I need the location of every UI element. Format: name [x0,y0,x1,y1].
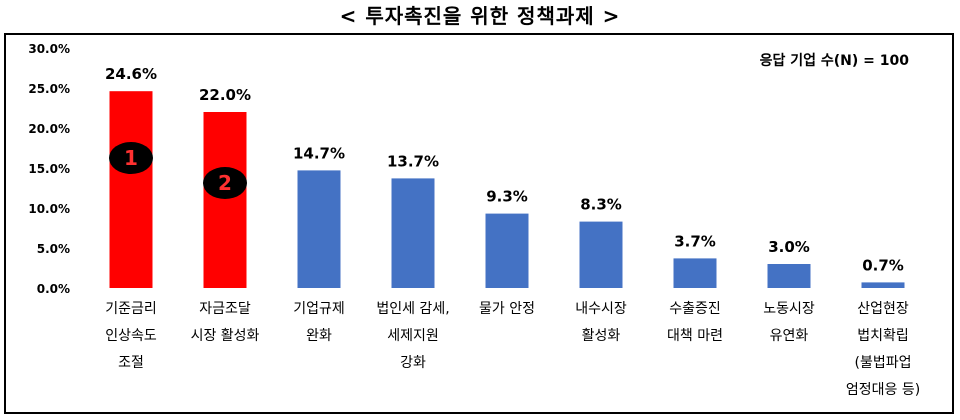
rank-marker-number: 1 [124,146,138,170]
x-category-label: 물가 안정 [479,301,535,317]
x-category-label: 자금조달 시장 활성화 [190,301,260,344]
bar-value-label: 3.7% [674,232,716,250]
y-tick-label: 30.0% [28,42,70,56]
rank-marker: 2 [203,167,247,199]
bar-value-label: 3.0% [768,238,810,256]
bar-value-label: 13.7% [387,152,439,170]
bar-value-label: 22.0% [199,86,251,104]
bar [391,178,435,288]
y-tick-label: 15.0% [28,162,70,176]
y-tick-label: 5.0% [37,242,70,256]
y-axis: 0.0% 5.0% 10.0% 15.0% 20.0% 25.0% 30.0% [28,42,70,296]
rank-marker-number: 2 [218,171,232,195]
rank-markers-group: 12 [109,142,247,199]
y-tick-label: 25.0% [28,82,70,96]
bar-value-label: 14.7% [293,144,345,162]
bar [579,221,623,288]
x-category-label: 노동시장 유연화 [763,301,815,344]
bar [485,213,529,288]
x-category-label: 기업규제 완화 [293,301,345,344]
bars-group [109,91,905,288]
rank-marker: 1 [109,142,153,174]
x-category-label: 내수시장 활성화 [575,301,627,344]
bar [203,112,247,288]
x-category-label: 법인세 감세, 세제지원 강화 [376,301,450,371]
y-tick-label: 20.0% [28,122,70,136]
x-category-label: 산업현장 법치확립 (불법파업 엄정대응 등) [845,301,921,398]
bar [767,264,811,288]
bar [861,282,905,288]
bar [109,91,153,288]
y-tick-label: 0.0% [37,282,70,296]
x-category-label: 기준금리 인상속도 조절 [105,301,157,371]
chart-frame [4,33,954,414]
bar [297,170,341,288]
chart-title: < 투자촉진을 위한 정책과제 > [339,4,621,28]
bar [673,258,717,288]
respondent-count-annotation: 응답 기업 수(N) = 100 [760,52,910,69]
bar-value-label: 9.3% [486,188,528,206]
value-labels-group: 24.6% 22.0% 14.7% 13.7% 9.3% 8.3% 3.7% 3.0% 0.7% [105,65,904,274]
y-tick-label: 10.0% [28,202,70,216]
rank-marker-badge [203,167,247,199]
rank-marker-badge [109,142,153,174]
bar-value-label: 0.7% [862,256,904,274]
bar-value-label: 24.6% [105,65,157,83]
x-category-label: 수출증진 대책 마련 [667,301,723,344]
bar-value-label: 8.3% [580,196,622,214]
